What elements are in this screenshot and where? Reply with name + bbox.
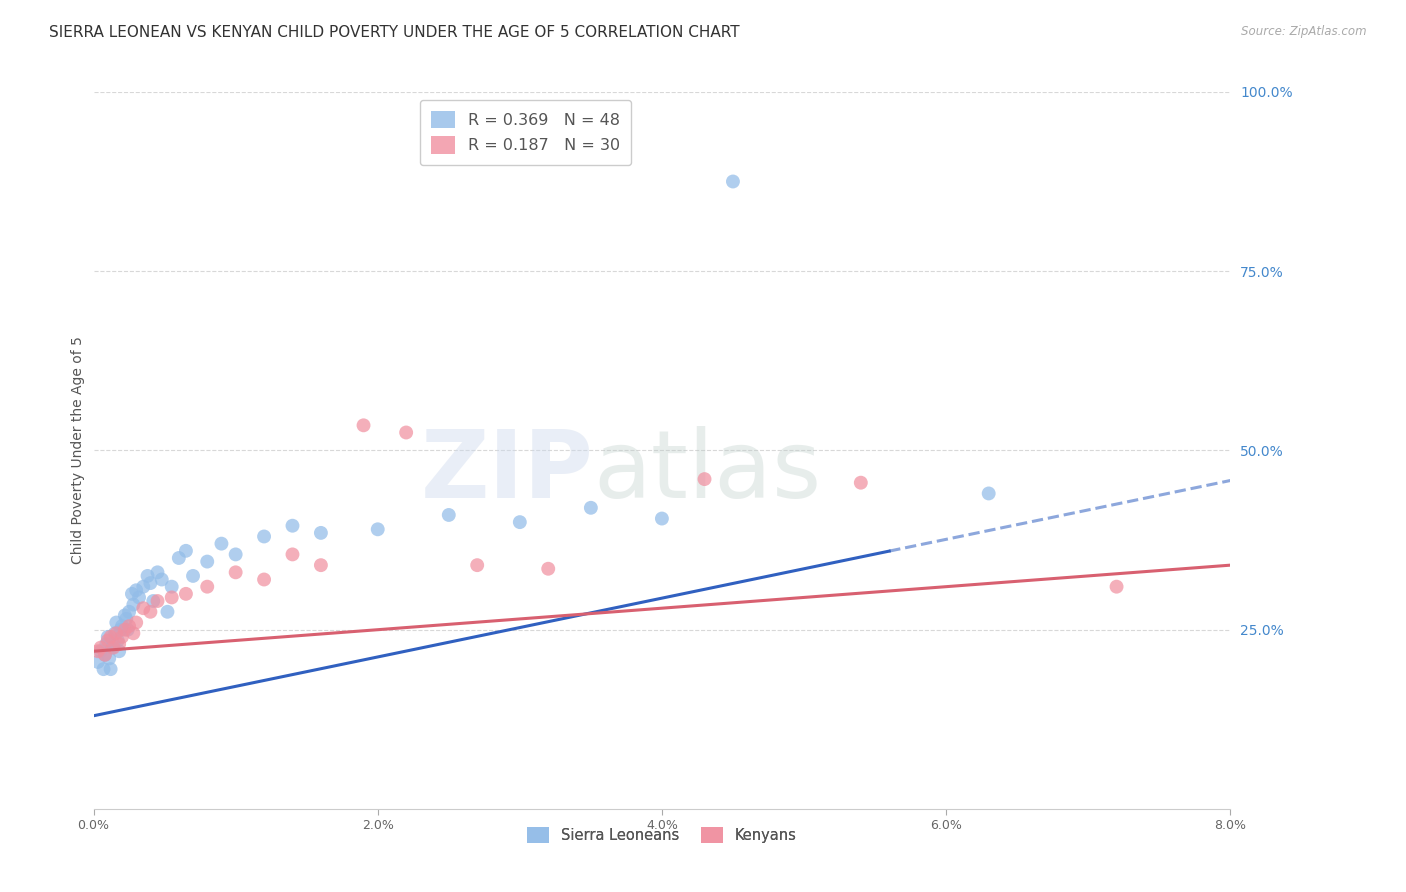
Point: [195, 580, 218, 594]
Point: [100, 630, 122, 644]
Point: [150, 573, 173, 587]
Point: [281, 518, 304, 533]
Point: [132, 601, 155, 615]
Point: [195, 555, 218, 569]
Point: [139, 576, 162, 591]
Point: [122, 598, 145, 612]
Point: [146, 566, 169, 580]
Point: [111, 619, 134, 633]
Point: [103, 640, 125, 655]
Point: [108, 644, 131, 658]
Point: [579, 500, 602, 515]
Point: [132, 580, 155, 594]
Point: [94, 648, 117, 662]
Point: [139, 605, 162, 619]
Point: [437, 508, 460, 522]
Point: [721, 174, 744, 188]
Point: [253, 529, 276, 543]
Point: [167, 551, 190, 566]
Point: [118, 605, 141, 619]
Text: SIERRA LEONEAN VS KENYAN CHILD POVERTY UNDER THE AGE OF 5 CORRELATION CHART: SIERRA LEONEAN VS KENYAN CHILD POVERTY U…: [49, 25, 740, 40]
Point: [174, 544, 197, 558]
Point: [125, 583, 148, 598]
Point: [367, 522, 389, 536]
Point: [353, 418, 375, 433]
Point: [90, 644, 112, 658]
Point: [142, 594, 165, 608]
Point: [121, 587, 143, 601]
Point: [105, 626, 128, 640]
Point: [114, 623, 136, 637]
Point: [90, 640, 112, 655]
Point: [849, 475, 872, 490]
Point: [103, 637, 125, 651]
Point: [977, 486, 1000, 500]
Text: atlas: atlas: [593, 426, 823, 518]
Point: [537, 562, 560, 576]
Point: [97, 630, 120, 644]
Point: [111, 630, 134, 644]
Point: [225, 566, 247, 580]
Point: [104, 626, 127, 640]
Point: [395, 425, 418, 440]
Point: [94, 648, 117, 662]
Point: [693, 472, 716, 486]
Point: [181, 569, 204, 583]
Text: Source: ZipAtlas.com: Source: ZipAtlas.com: [1241, 25, 1367, 38]
Point: [509, 515, 531, 529]
Point: [97, 633, 120, 648]
Point: [101, 640, 124, 655]
Point: [105, 615, 128, 630]
Point: [136, 569, 159, 583]
Point: [160, 591, 183, 605]
Legend: Sierra Leoneans, Kenyans: Sierra Leoneans, Kenyans: [519, 819, 806, 852]
Point: [225, 548, 247, 562]
Point: [110, 623, 132, 637]
Point: [122, 626, 145, 640]
Point: [107, 633, 129, 648]
Point: [309, 558, 332, 573]
Point: [253, 573, 276, 587]
Point: [87, 644, 110, 658]
Point: [160, 580, 183, 594]
Point: [309, 525, 332, 540]
Point: [465, 558, 488, 573]
Point: [93, 662, 115, 676]
Point: [115, 612, 138, 626]
Point: [1105, 580, 1128, 594]
Point: [156, 605, 179, 619]
Point: [146, 594, 169, 608]
Point: [174, 587, 197, 601]
Point: [117, 623, 139, 637]
Point: [128, 591, 150, 605]
Point: [125, 615, 148, 630]
Point: [108, 637, 131, 651]
Text: ZIP: ZIP: [420, 426, 593, 518]
Point: [651, 511, 673, 525]
Point: [114, 608, 136, 623]
Point: [211, 536, 233, 550]
Point: [87, 655, 110, 669]
Point: [118, 619, 141, 633]
Point: [98, 651, 121, 665]
Point: [281, 548, 304, 562]
Point: [100, 662, 122, 676]
Point: [96, 637, 118, 651]
Y-axis label: Child Poverty Under the Age of 5: Child Poverty Under the Age of 5: [72, 336, 86, 565]
